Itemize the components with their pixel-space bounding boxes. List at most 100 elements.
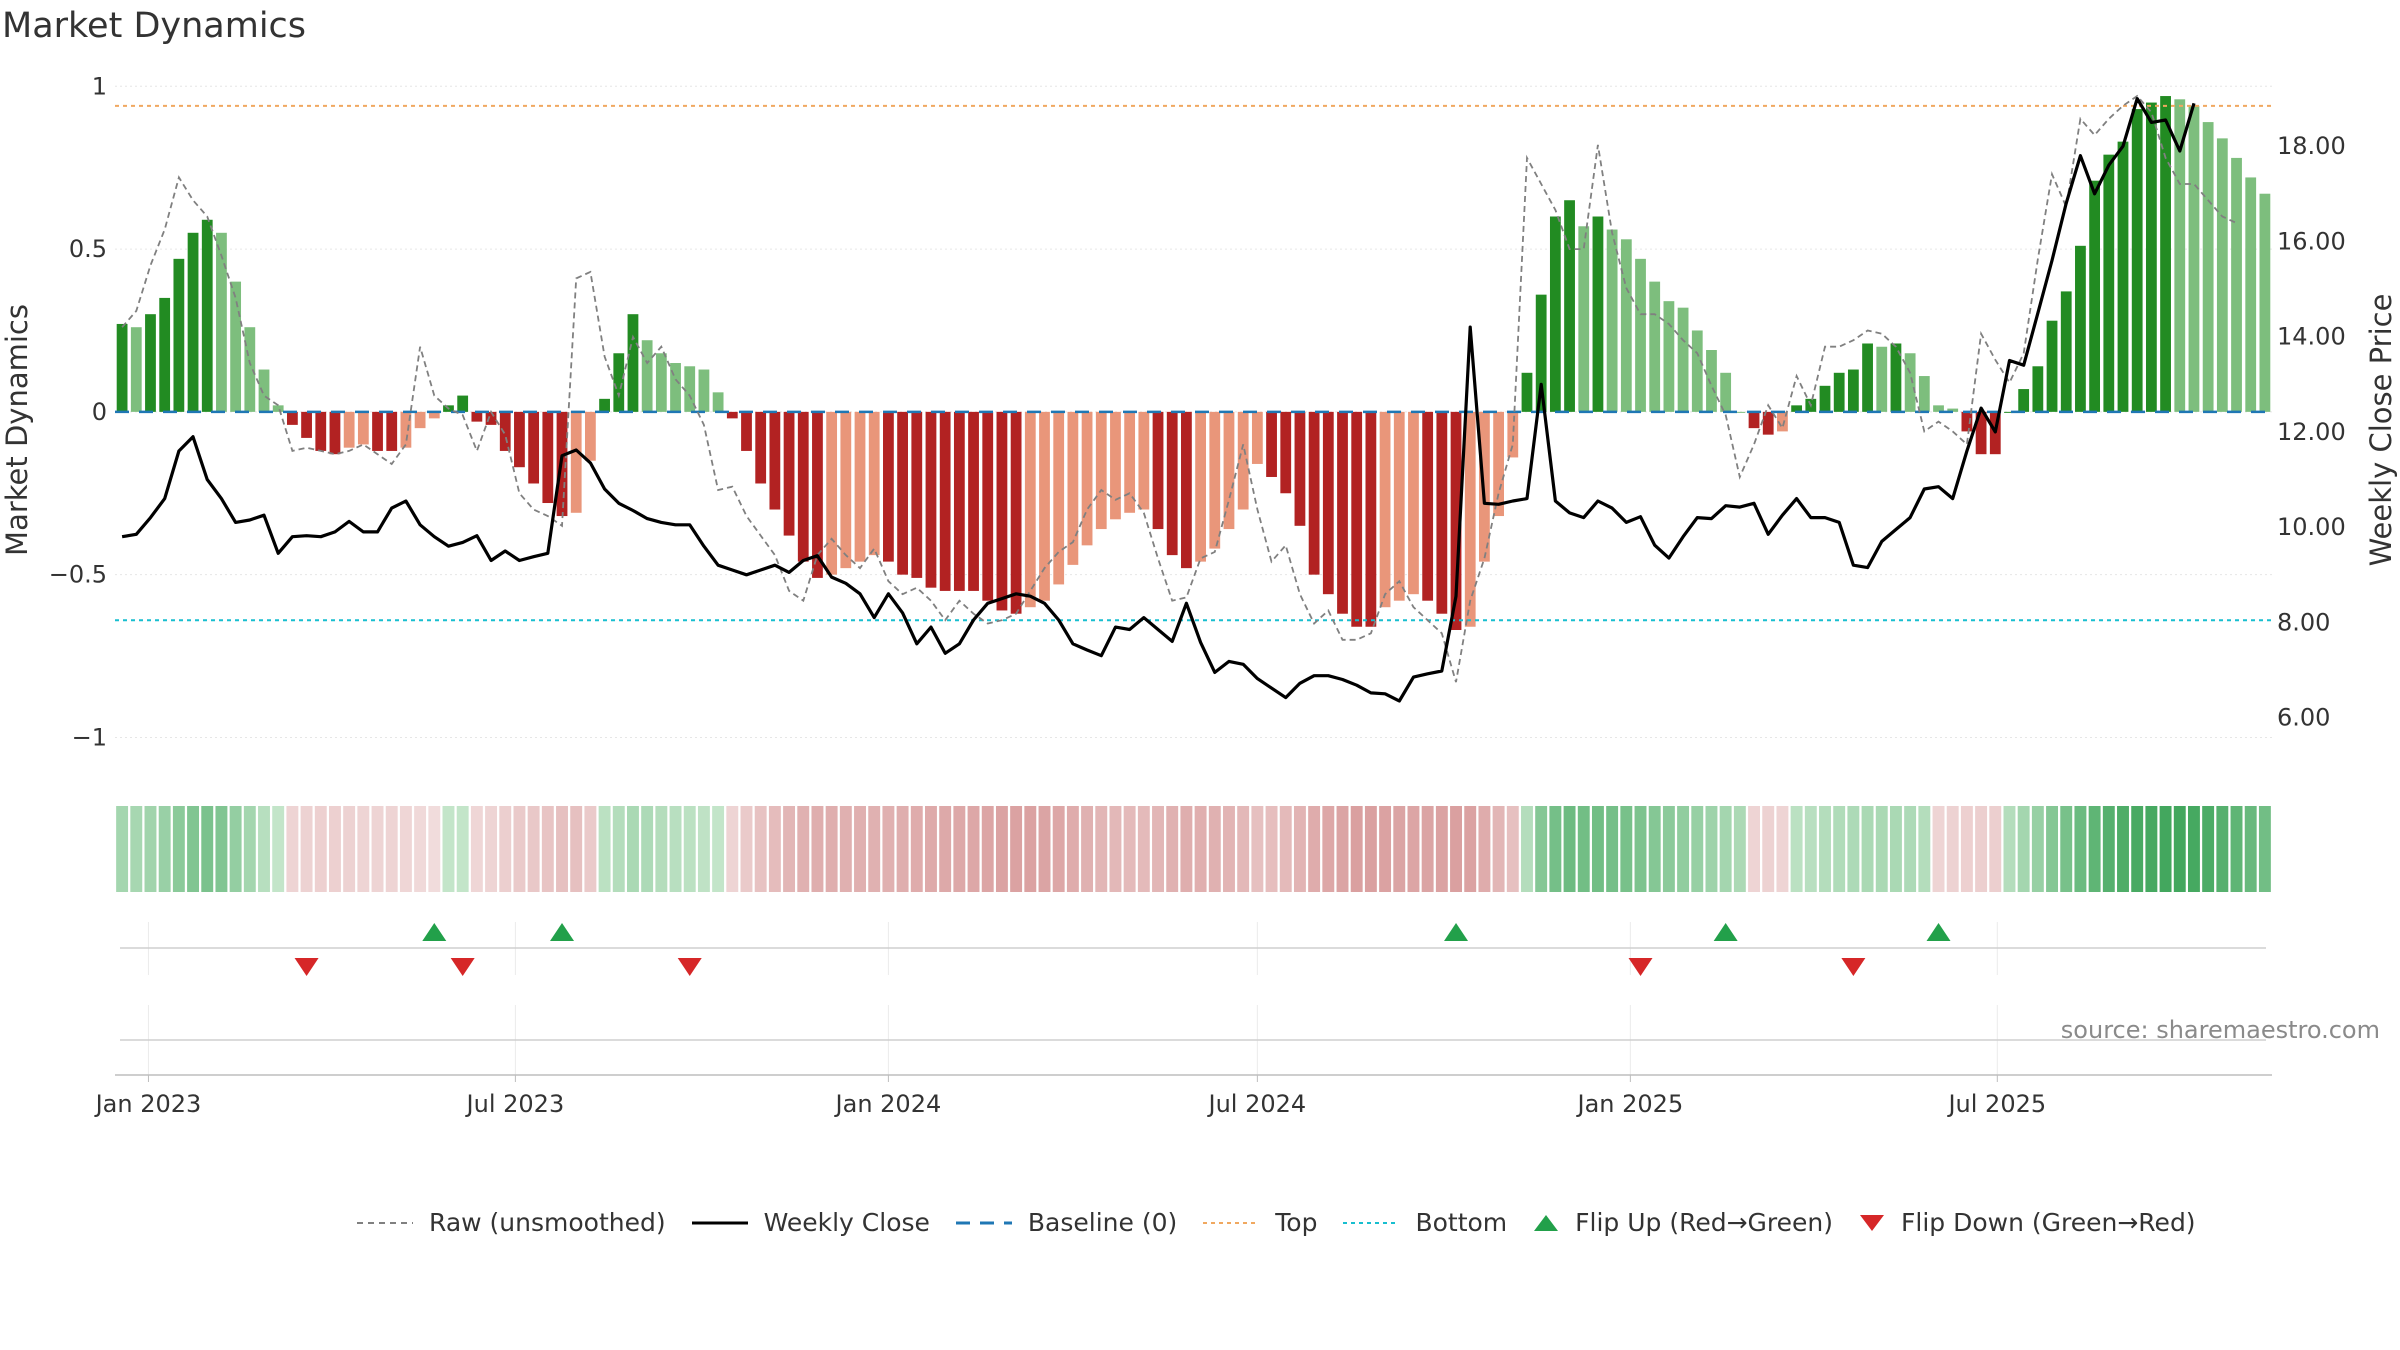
regime-strip-cell [116,806,129,892]
legend-item-flip-up[interactable]: Flip Up (Red→Green) [1531,1208,1833,1237]
x-tick-label: Jan 2023 [94,1090,202,1118]
dynamics-bar [2046,320,2058,412]
regime-strip-cell [428,806,441,892]
flip-up-marker [1713,923,1738,941]
regime-strip-cell [854,806,866,892]
regime-strip-cell [1421,806,1434,892]
regime-strip-cell [1464,806,1477,892]
regime-strip-cell [215,806,228,892]
regime-strip-cell [1322,806,1335,892]
dynamics-bar [1408,411,1419,595]
dynamics-bar [585,411,596,461]
dynamics-bar [1691,330,1703,412]
legend-item-raw[interactable]: Raw (unsmoothed) [355,1208,666,1237]
dynamics-bar [1564,200,1575,412]
legend-item-bottom[interactable]: Bottom [1341,1208,1507,1237]
dynamics-bar [329,411,341,455]
regime-strip-cell [825,806,838,892]
regime-strip-cell [1194,806,1207,892]
dynamics-bar [471,411,483,422]
regime-strip-cell [1010,806,1023,892]
dynamics-bar [1493,411,1504,517]
regime-strip-cell [925,806,937,892]
dynamics-bar [400,411,412,448]
dynamics-bar [244,327,256,412]
dynamics-bar [1663,301,1675,412]
regime-strip-cell [357,806,370,892]
legend-item-top[interactable]: Top [1201,1208,1317,1237]
dynamics-bar [1209,411,1221,549]
regime-strip-cell [2145,806,2158,892]
legend-item-flip-down[interactable]: Flip Down (Green→Red) [1857,1208,2196,1237]
x-tick-label: Jan 2024 [834,1090,942,1118]
dynamics-bar [2004,411,2015,413]
dynamics-bar [2216,138,2228,412]
dynamics-bar [372,411,383,451]
flip-up-marker [550,923,575,941]
regime-strip-cell [1492,806,1505,892]
regime-strip-cell [1804,806,1817,892]
dynamics-bar [258,369,270,412]
dynamics-bar [1635,258,1646,412]
dynamics-bar [1706,350,1717,412]
regime-strip-cell [1577,806,1590,892]
dynamics-bar [1876,346,1888,412]
regime-strip-cell [2003,806,2016,892]
regime-strip-cell [1152,806,1164,892]
legend-label-top: Top [1275,1208,1318,1237]
legend-item-weekly-close[interactable]: Weekly Close [690,1208,930,1237]
dynamics-bar [2188,105,2200,412]
dynamics-bar [897,411,908,575]
dynamics-bar [499,411,511,451]
regime-strip-cell [187,806,200,892]
flip-up-marker [1444,923,1469,941]
regime-strip-cell [1904,806,1917,892]
regime-strip-cell [683,806,696,892]
dynamics-bar [570,411,582,513]
regime-strip-cell [300,806,313,892]
regime-strip-cell [1648,806,1661,892]
dynamics-bar [159,297,171,412]
dynamics-bar [1422,411,1434,601]
regime-strip-cell [2031,806,2044,892]
dynamics-bar [542,411,554,504]
y-left-tick-label: 1 [92,72,107,100]
dynamics-bar [1507,411,1519,458]
dynamics-bar [1237,411,1249,510]
dynamics-bar [826,411,838,575]
dynamics-bar [1195,411,1206,562]
legend-item-baseline[interactable]: Baseline (0) [954,1208,1177,1237]
dynamics-bar [1081,411,1093,546]
regime-strip-cell [1634,806,1647,892]
regime-strip-cell [286,806,299,892]
dynamics-bar [982,411,994,601]
dynamics-bar [145,314,156,412]
regime-strip-cell [1265,806,1278,892]
dynamics-bar [1280,411,1292,494]
regime-strip-cell [655,806,668,892]
dynamics-bar [1095,411,1107,530]
dynamics-bar [741,411,752,451]
regime-strip-cell [1393,806,1406,892]
regime-strip-cell [2102,806,2115,892]
dynamics-bar [883,411,894,562]
dynamics-bar [230,281,242,412]
regime-strip-cell [1123,806,1136,892]
legend-label-bottom: Bottom [1415,1208,1508,1237]
dynamics-bar [1904,353,1916,412]
regime-strip-cell [967,806,980,892]
dynamics-bar [1365,411,1377,627]
flip-down-marker [1628,958,1653,976]
dynamics-bar [1649,281,1661,412]
regime-strip-cell [1620,806,1633,892]
regime-strip-cell [2187,806,2200,892]
regime-strip-cell [1705,806,1718,892]
regime-strip-cell [258,806,270,892]
dynamics-bar [485,411,497,425]
regime-strip-cell [2060,806,2073,892]
regime-strip-cell [272,806,285,892]
regime-strip-cell [2046,806,2058,892]
regime-strip-cell [598,806,611,892]
regime-strip-cell [1180,806,1193,892]
x-tick-label: Jul 2024 [1207,1090,1307,1118]
